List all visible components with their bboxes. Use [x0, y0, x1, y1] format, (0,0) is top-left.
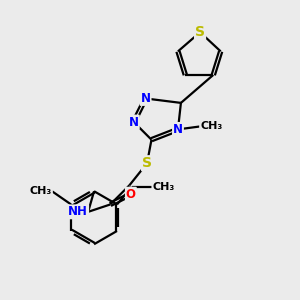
Text: CH₃: CH₃ — [200, 122, 222, 131]
Text: CH₃: CH₃ — [30, 186, 52, 196]
Text: S: S — [142, 156, 152, 170]
Text: N: N — [173, 123, 183, 136]
Text: N: N — [129, 116, 139, 128]
Text: CH₃: CH₃ — [152, 182, 175, 192]
Text: NH: NH — [68, 205, 88, 218]
Text: O: O — [126, 188, 136, 201]
Text: S: S — [195, 25, 205, 39]
Text: N: N — [141, 92, 151, 105]
